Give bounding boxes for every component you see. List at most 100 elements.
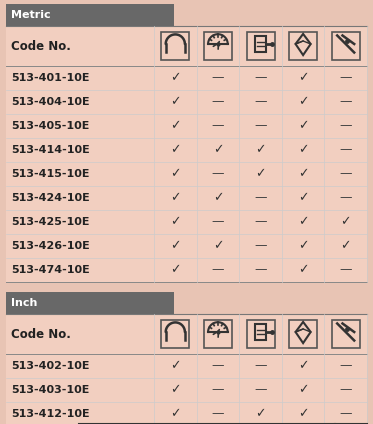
Bar	[161, 320, 189, 348]
Text: ✓: ✓	[298, 383, 308, 396]
Bar	[332, 32, 360, 60]
Text: ✓: ✓	[298, 167, 308, 181]
Text: —: —	[339, 407, 352, 421]
Text: —: —	[211, 407, 224, 421]
Text: 513-424-10E: 513-424-10E	[11, 193, 90, 203]
Text: ✓: ✓	[170, 143, 181, 156]
Text: ✓: ✓	[298, 192, 308, 204]
Text: —: —	[211, 72, 224, 84]
Bar	[6, 292, 174, 314]
Text: —: —	[211, 95, 224, 109]
Text: ✓: ✓	[170, 167, 181, 181]
Text: —: —	[211, 360, 224, 373]
Text: 513-426-10E: 513-426-10E	[11, 241, 90, 251]
Text: ✓: ✓	[170, 95, 181, 109]
Bar	[247, 32, 275, 60]
Text: ✓: ✓	[255, 167, 266, 181]
Text: 513-412-10E: 513-412-10E	[11, 409, 90, 419]
Text: —: —	[211, 167, 224, 181]
Text: —: —	[339, 383, 352, 396]
Bar	[6, 162, 367, 186]
Bar	[204, 320, 232, 348]
Text: ✓: ✓	[170, 120, 181, 132]
Text: ✓: ✓	[298, 360, 308, 373]
Bar	[247, 320, 275, 348]
Text: ✓: ✓	[170, 240, 181, 253]
Bar	[289, 320, 317, 348]
Text: ✓: ✓	[170, 360, 181, 373]
Bar	[6, 114, 367, 138]
Bar	[161, 32, 189, 60]
Text: ✓: ✓	[170, 383, 181, 396]
Text: 513-401-10E: 513-401-10E	[11, 73, 90, 83]
Text: —: —	[254, 215, 267, 229]
Text: —: —	[254, 72, 267, 84]
Bar	[6, 402, 367, 424]
Text: —: —	[254, 263, 267, 276]
Text: —: —	[339, 143, 352, 156]
Text: ✓: ✓	[170, 192, 181, 204]
Bar	[6, 90, 367, 114]
Text: 513-403-10E: 513-403-10E	[11, 385, 90, 395]
Text: ✓: ✓	[298, 215, 308, 229]
Text: —: —	[254, 120, 267, 132]
Text: Metric: Metric	[11, 10, 51, 20]
Text: 513-404-10E: 513-404-10E	[11, 97, 90, 107]
Text: —: —	[254, 383, 267, 396]
Bar	[332, 320, 360, 348]
Text: Inch: Inch	[11, 298, 37, 308]
Text: ✓: ✓	[298, 72, 308, 84]
Bar	[6, 378, 367, 402]
Text: 513-425-10E: 513-425-10E	[11, 217, 90, 227]
Bar	[255, 36, 266, 52]
Text: —: —	[254, 240, 267, 253]
Text: —: —	[254, 95, 267, 109]
Bar	[6, 234, 367, 258]
Text: —: —	[254, 192, 267, 204]
Text: 513-402-10E: 513-402-10E	[11, 361, 90, 371]
Bar	[6, 66, 367, 90]
Bar	[289, 32, 317, 60]
Bar	[6, 258, 367, 282]
Text: 513-405-10E: 513-405-10E	[11, 121, 90, 131]
Text: ✓: ✓	[298, 407, 308, 421]
Text: ✓: ✓	[213, 240, 223, 253]
Text: —: —	[339, 72, 352, 84]
Text: —: —	[339, 263, 352, 276]
Bar	[204, 32, 232, 60]
Text: 513-414-10E: 513-414-10E	[11, 145, 90, 155]
Text: —: —	[339, 167, 352, 181]
Bar	[6, 210, 367, 234]
Text: ✓: ✓	[341, 240, 351, 253]
Text: ✓: ✓	[170, 72, 181, 84]
Text: —: —	[211, 215, 224, 229]
Text: —: —	[254, 360, 267, 373]
Bar	[255, 324, 266, 340]
Text: ✓: ✓	[255, 143, 266, 156]
Bar	[6, 4, 174, 26]
Text: Code No.: Code No.	[11, 327, 71, 340]
Text: ✓: ✓	[213, 192, 223, 204]
Text: ✓: ✓	[255, 407, 266, 421]
Text: ✓: ✓	[298, 120, 308, 132]
Text: —: —	[339, 120, 352, 132]
Text: —: —	[339, 95, 352, 109]
Text: ✓: ✓	[341, 215, 351, 229]
Text: ✓: ✓	[170, 407, 181, 421]
Bar	[6, 314, 367, 354]
Text: ✓: ✓	[170, 215, 181, 229]
Text: ✓: ✓	[298, 95, 308, 109]
Text: —: —	[211, 383, 224, 396]
Text: Code No.: Code No.	[11, 39, 71, 53]
Text: ✓: ✓	[298, 143, 308, 156]
Text: —: —	[211, 120, 224, 132]
Text: —: —	[339, 192, 352, 204]
Text: ✓: ✓	[298, 263, 308, 276]
Text: —: —	[211, 263, 224, 276]
Bar	[6, 26, 367, 66]
Bar	[6, 186, 367, 210]
Text: ✓: ✓	[298, 240, 308, 253]
Text: ✓: ✓	[213, 143, 223, 156]
Text: ✓: ✓	[170, 263, 181, 276]
Bar	[6, 354, 367, 378]
